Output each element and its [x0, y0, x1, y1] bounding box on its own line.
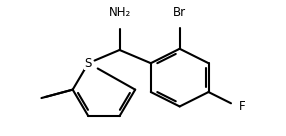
Text: Br: Br [173, 6, 186, 19]
Text: S: S [85, 57, 92, 70]
Text: NH₂: NH₂ [108, 6, 131, 19]
Text: F: F [239, 100, 245, 113]
